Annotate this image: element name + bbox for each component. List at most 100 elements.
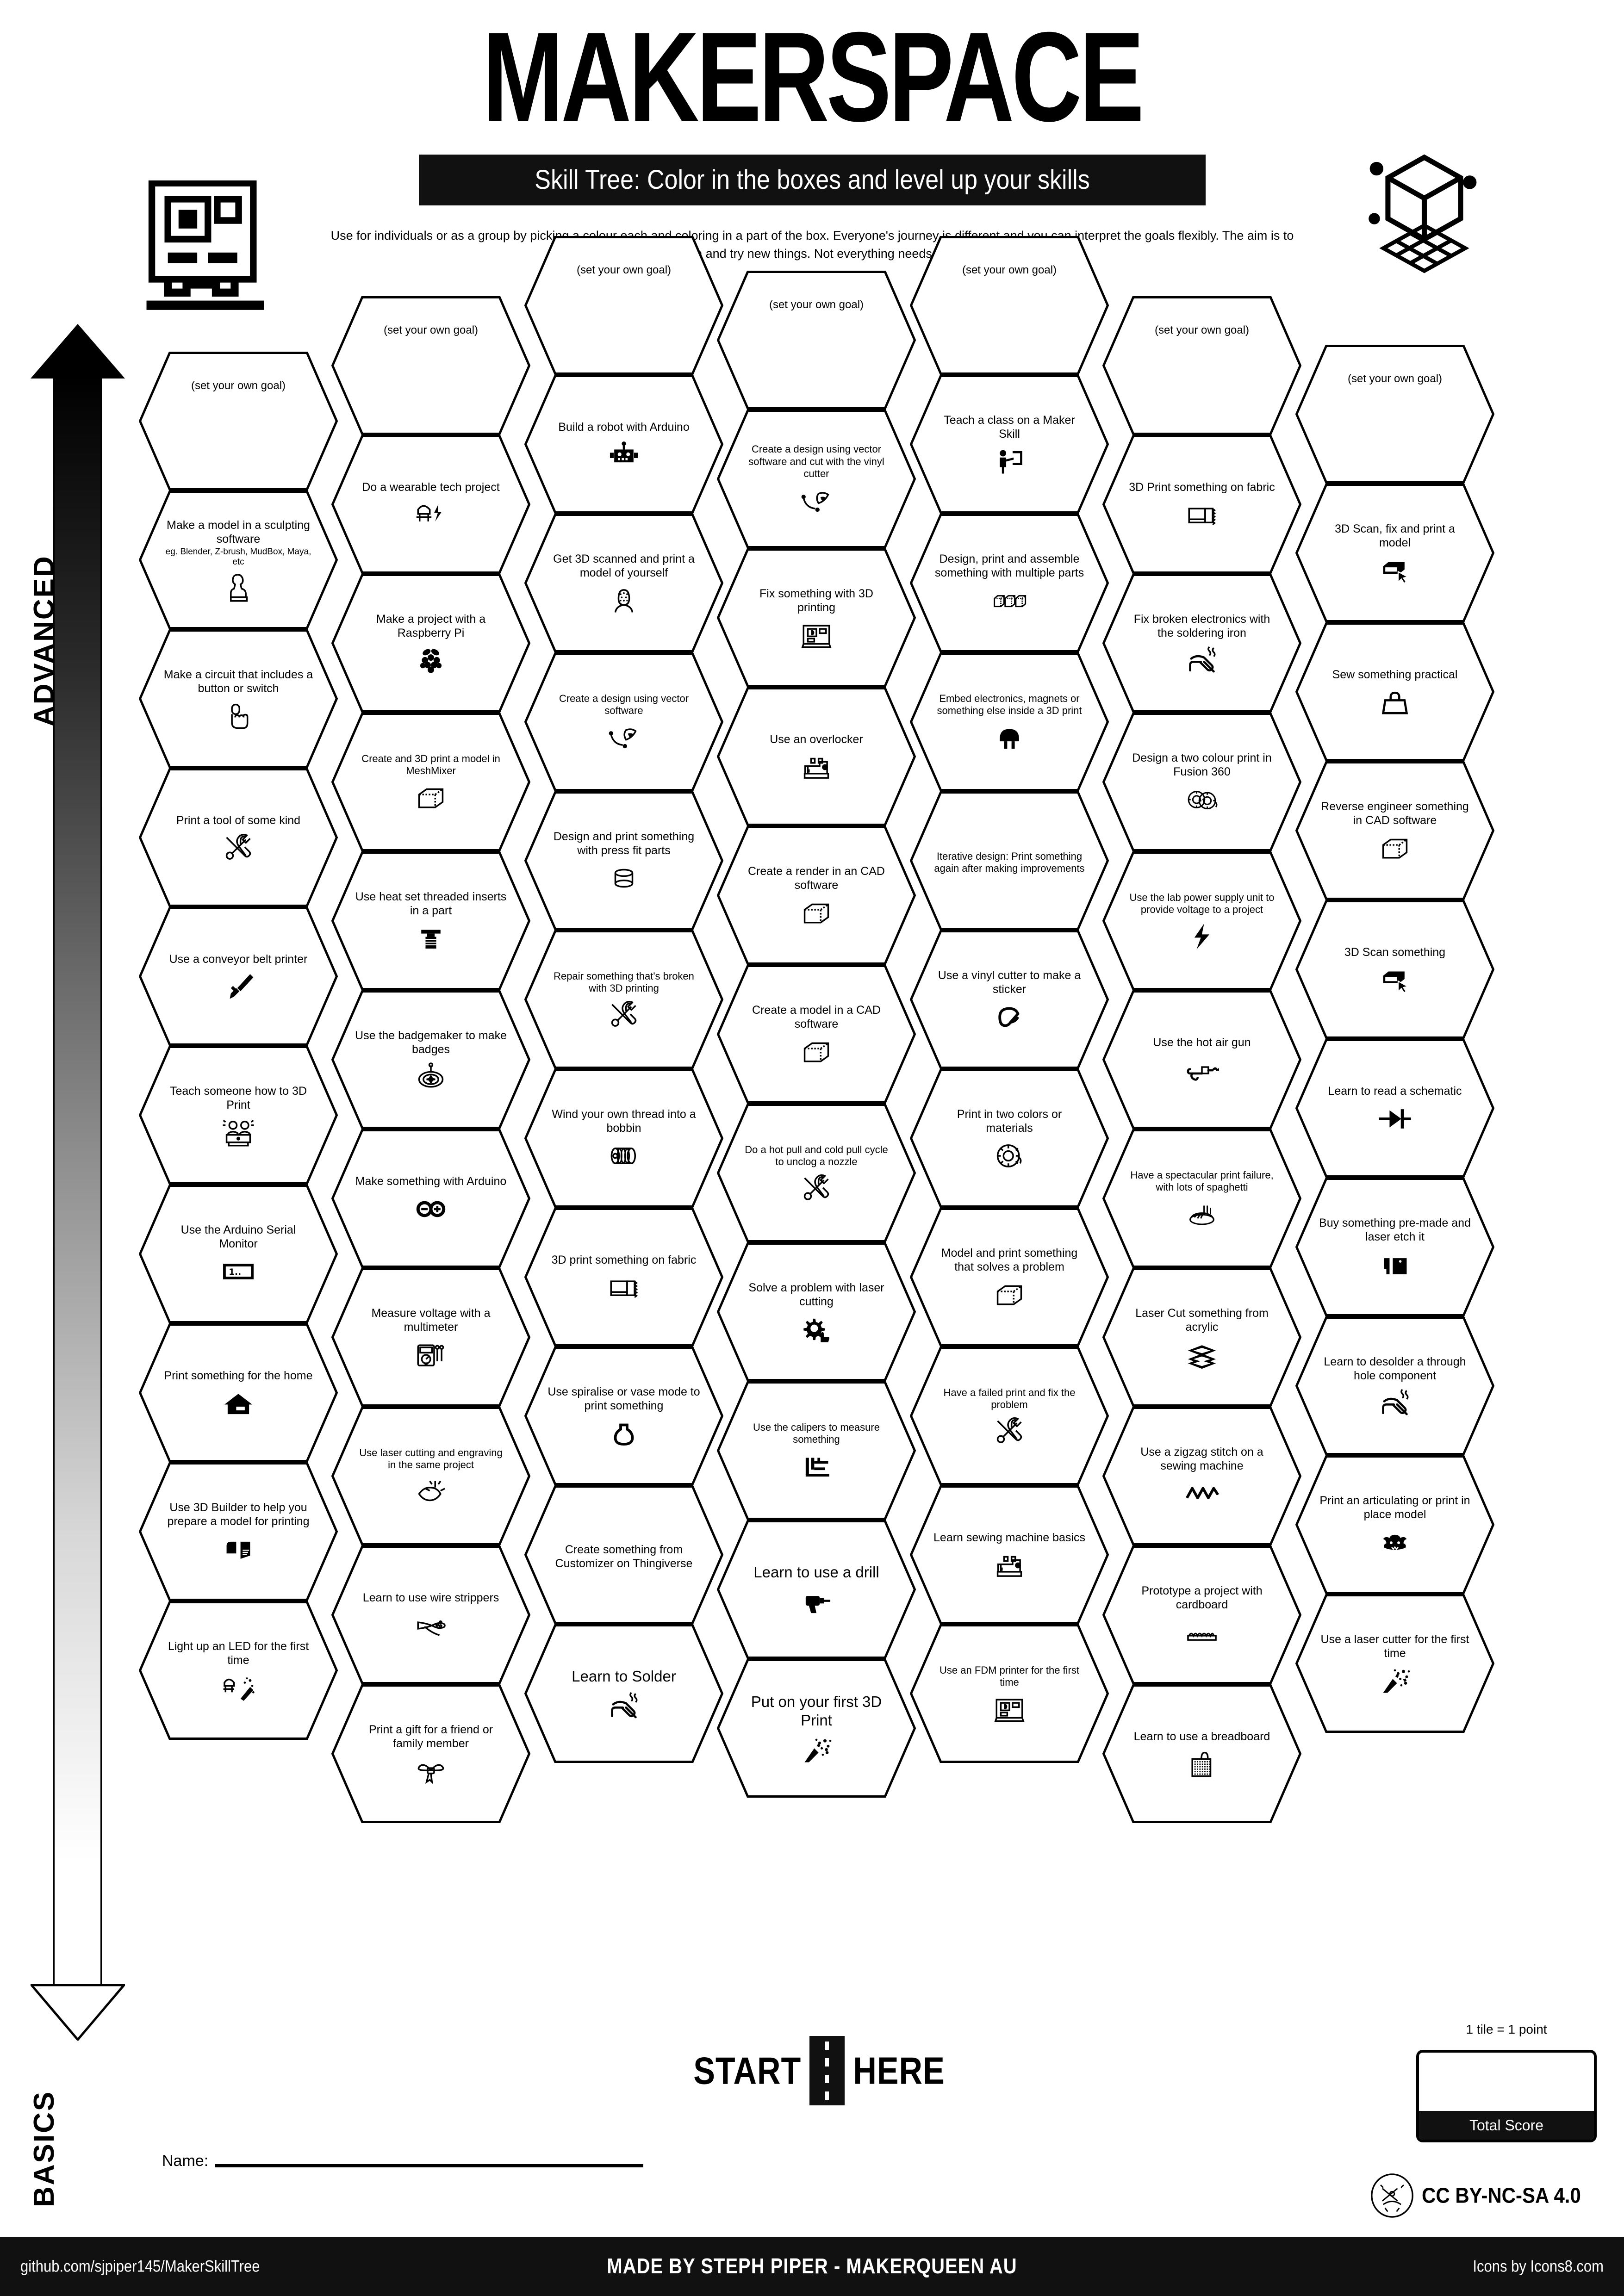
- skill-tile[interactable]: Prototype a project with cardboard: [1102, 1545, 1301, 1684]
- skill-tile[interactable]: Print in two colors or materials: [910, 1069, 1109, 1208]
- skill-tile[interactable]: Print a gift for a friend or family memb…: [331, 1684, 530, 1823]
- skill-tile[interactable]: Light up an LED for the first time: [139, 1601, 338, 1740]
- skill-tile[interactable]: Teach someone how to 3D Print: [139, 1046, 338, 1185]
- skill-tile[interactable]: 3D Scan something: [1295, 900, 1494, 1039]
- skill-tile[interactable]: Create a design using vector software: [524, 652, 723, 791]
- skill-tile[interactable]: 3D Print something on fabric: [1102, 435, 1301, 574]
- skill-tile[interactable]: Print a tool of some kind: [139, 768, 338, 907]
- skill-tile[interactable]: (set your own goal): [139, 352, 338, 490]
- skill-tile[interactable]: Learn to read a schematic: [1295, 1039, 1494, 1178]
- skill-tile[interactable]: Have a spectacular print failure, with l…: [1102, 1129, 1301, 1268]
- sewing-machine-icon: [799, 750, 834, 784]
- skill-tile[interactable]: 3D print something on fabric: [524, 1208, 723, 1347]
- calipers-icon: [799, 1449, 834, 1483]
- skill-tile[interactable]: (set your own goal): [331, 296, 530, 435]
- scan-cursor-icon: [1378, 553, 1412, 588]
- skill-tile[interactable]: Create something from Customizer on Thin…: [524, 1485, 723, 1624]
- skill-tile[interactable]: Learn to desolder a through hole compone…: [1295, 1316, 1494, 1455]
- footer-repo-link[interactable]: github.com/sjpiper145/MakerSkillTree: [20, 2257, 260, 2276]
- skill-tile[interactable]: Use heat set threaded inserts in a part: [331, 851, 530, 990]
- cylinder-icon: [607, 861, 641, 895]
- skill-tile[interactable]: Print an articulating or print in place …: [1295, 1455, 1494, 1594]
- skill-tile[interactable]: Use the hot air gun: [1102, 990, 1301, 1129]
- skill-tile[interactable]: Solve a problem with laser cutting: [717, 1242, 916, 1381]
- skill-tile-label: Light up an LED for the first time: [168, 1640, 309, 1667]
- skill-tile[interactable]: Make a circuit that includes a button or…: [139, 629, 338, 768]
- skill-tile[interactable]: Model and print something that solves a …: [910, 1208, 1109, 1347]
- skill-tile[interactable]: Learn to use a breadboard: [1102, 1684, 1301, 1823]
- footer-icon-credit[interactable]: Icons by Icons8.com: [1473, 2257, 1604, 2276]
- skill-tile[interactable]: Use a vinyl cutter to make a sticker: [910, 930, 1109, 1069]
- skill-tile[interactable]: Have a failed print and fix the problem: [910, 1347, 1109, 1485]
- skill-tile[interactable]: Create and 3D print a model in MeshMixer: [331, 713, 530, 851]
- name-input-line[interactable]: [215, 2164, 643, 2167]
- skill-tile[interactable]: Make something with Arduino: [331, 1129, 530, 1268]
- skill-tile-label: Design a two colour print in Fusion 360: [1132, 751, 1272, 778]
- skill-tile[interactable]: Use a zigzag stitch on a sewing machine: [1102, 1407, 1301, 1545]
- skill-tile[interactable]: Laser Cut something from acrylic: [1102, 1268, 1301, 1407]
- skill-tile[interactable]: Use the badgemaker to make badges: [331, 990, 530, 1129]
- maker-badge-icon: [1371, 2173, 1413, 2218]
- skill-tile-label: 3D print something on fabric: [551, 1253, 697, 1266]
- name-field-row[interactable]: Name:: [162, 2138, 643, 2170]
- wire-strippers-icon: [414, 1608, 448, 1643]
- skill-tile[interactable]: Reverse engineer something in CAD softwa…: [1295, 761, 1494, 900]
- skill-tile-label: (set your own goal): [191, 379, 286, 392]
- skill-tile[interactable]: Use a laser cutter for the first time: [1295, 1594, 1494, 1733]
- skill-tile[interactable]: Learn to use wire strippers: [331, 1545, 530, 1684]
- skill-tile[interactable]: Use an FDM printer for the first time: [910, 1624, 1109, 1763]
- skill-tile[interactable]: Create a model in a CAD software: [717, 965, 916, 1104]
- skill-tile[interactable]: Buy something pre-made and laser etch it: [1295, 1178, 1494, 1316]
- skill-tile[interactable]: Do a wearable tech project: [331, 435, 530, 574]
- skill-tile[interactable]: Get 3D scanned and print a model of your…: [524, 514, 723, 652]
- skill-tile[interactable]: Learn to Solder: [524, 1624, 723, 1763]
- skill-tile[interactable]: Teach a class on a Maker Skill: [910, 375, 1109, 514]
- skill-tile[interactable]: (set your own goal): [717, 271, 916, 410]
- skill-tile[interactable]: (set your own goal): [1295, 345, 1494, 484]
- skill-tile[interactable]: (set your own goal): [910, 236, 1109, 375]
- skill-tile[interactable]: Use spiralise or vase mode to print some…: [524, 1347, 723, 1485]
- skill-tile[interactable]: Use laser cutting and engraving in the s…: [331, 1407, 530, 1545]
- skill-tile-sublabel: eg. Blender, Z-brush, MudBox, Maya, etc: [165, 547, 311, 567]
- skill-tile[interactable]: Make a model in a sculpting software eg. …: [139, 490, 338, 629]
- skill-tile[interactable]: Iterative design: Print something again …: [910, 791, 1109, 930]
- skill-tile[interactable]: Fix broken electronics with the solderin…: [1102, 574, 1301, 713]
- skill-tile[interactable]: Measure voltage with a multimeter: [331, 1268, 530, 1407]
- skill-tile[interactable]: Do a hot pull and cold pull cycle to unc…: [717, 1104, 916, 1242]
- skill-tile[interactable]: Make a project with a Raspberry Pi: [331, 574, 530, 713]
- skill-tile[interactable]: Use 3D Builder to help you prepare a mod…: [139, 1462, 338, 1601]
- skill-tile[interactable]: Use an overlocker: [717, 687, 916, 826]
- skill-tile[interactable]: Use a conveyor belt printer: [139, 907, 338, 1046]
- skill-tile[interactable]: Use the calipers to measure something: [717, 1381, 916, 1520]
- skill-tile[interactable]: Create a render in an CAD software: [717, 826, 916, 965]
- skill-tile[interactable]: Print something for the home: [139, 1323, 338, 1462]
- poster-footer: github.com/sjpiper145/MakerSkillTree MAD…: [0, 2237, 1624, 2296]
- skill-tile[interactable]: 3D Scan, fix and print a model: [1295, 484, 1494, 622]
- total-score-box[interactable]: Total Score: [1416, 2050, 1597, 2142]
- skill-tile[interactable]: Design a two colour print in Fusion 360: [1102, 713, 1301, 851]
- 3d-builder-icon: [221, 1532, 255, 1566]
- skill-tile[interactable]: Sew something practical: [1295, 622, 1494, 761]
- arrow-head-down-icon: [31, 1984, 125, 2041]
- skill-tile[interactable]: Design, print and assemble something wit…: [910, 514, 1109, 652]
- skill-tile[interactable]: Learn to use a drill: [717, 1520, 916, 1659]
- skill-tile[interactable]: Use the Arduino Serial Monitor 1..: [139, 1185, 338, 1323]
- two-spools-icon: [1185, 782, 1219, 817]
- skill-tile[interactable]: Put on your first 3D Print: [717, 1659, 916, 1798]
- skill-tile[interactable]: Build a robot with Arduino: [524, 375, 723, 514]
- skill-tile[interactable]: Create a design using vector software an…: [717, 410, 916, 548]
- footer-author: MADE BY STEPH PIPER - MAKERQUEEN AU: [607, 2254, 1017, 2278]
- diode-icon: [1378, 1102, 1412, 1136]
- skill-tile[interactable]: Fix something with 3D printing: [717, 548, 916, 687]
- skill-tile[interactable]: Embed electronics, magnets or something …: [910, 652, 1109, 791]
- page-title: MAKERSPACE: [482, 5, 1144, 148]
- skill-tile[interactable]: Use the lab power supply unit to provide…: [1102, 851, 1301, 990]
- skill-tile[interactable]: Design and print something with press fi…: [524, 791, 723, 930]
- bust-scan-icon: [607, 583, 641, 618]
- skill-tile[interactable]: (set your own goal): [524, 236, 723, 375]
- skill-tile[interactable]: Learn sewing machine basics: [910, 1485, 1109, 1624]
- skill-tile[interactable]: (set your own goal): [1102, 296, 1301, 435]
- skill-tile[interactable]: Repair something that's broken with 3D p…: [524, 930, 723, 1069]
- skill-tile-label: Iterative design: Print something again …: [934, 850, 1085, 874]
- skill-tile[interactable]: Wind your own thread into a bobbin: [524, 1069, 723, 1208]
